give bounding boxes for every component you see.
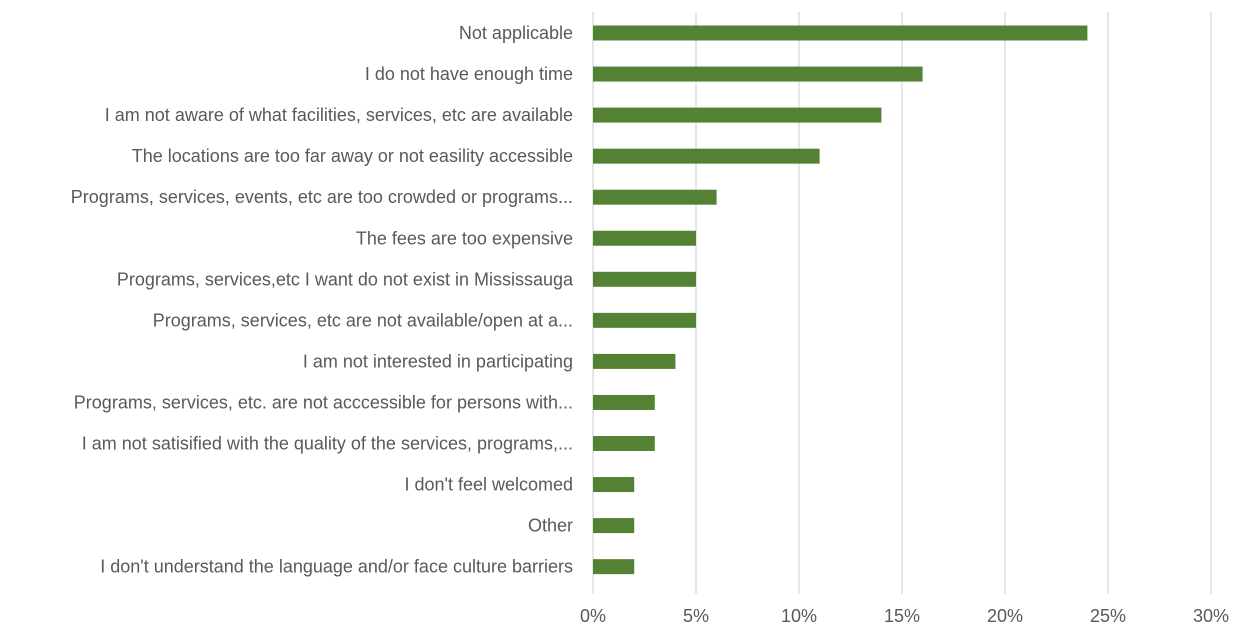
category-label: I am not interested in participating (303, 351, 573, 371)
x-tick-label: 5% (683, 606, 709, 626)
bars (593, 25, 1088, 575)
category-label: I do not have enough time (365, 64, 573, 84)
bar (593, 436, 655, 451)
category-label: Other (528, 516, 573, 536)
category-label: I don't understand the language and/or f… (100, 557, 573, 577)
category-label: Not applicable (459, 23, 573, 43)
category-label: Programs, services,etc I want do not exi… (117, 269, 574, 289)
bar (593, 394, 655, 410)
x-tick-label: 10% (781, 606, 817, 626)
category-label: The locations are too far away or not ea… (132, 146, 573, 166)
category-label: The fees are too expensive (356, 228, 573, 248)
bar (593, 559, 635, 575)
bar (593, 230, 696, 246)
x-axis-ticks: 0% 5% 10% 15% 20% 25% 30% (580, 606, 1229, 626)
category-label: I am not aware of what facilities, servi… (105, 105, 573, 125)
x-tick-label: 15% (884, 606, 920, 626)
bar (593, 312, 696, 328)
bar (593, 25, 1088, 41)
bar (593, 477, 635, 493)
category-label: I don't feel welcomed (404, 475, 573, 495)
gridlines (592, 12, 1212, 594)
x-tick-label: 0% (580, 606, 606, 626)
bar (593, 66, 923, 82)
x-tick-label: 30% (1193, 606, 1229, 626)
x-tick-label: 25% (1090, 606, 1126, 626)
category-labels: Not applicable I do not have enough time I… (71, 23, 574, 577)
x-tick-label: 20% (987, 606, 1023, 626)
bar (593, 189, 717, 205)
bar (593, 518, 635, 534)
bar (593, 353, 676, 369)
category-label: I am not satisified with the quality of … (82, 434, 573, 454)
bar (593, 107, 882, 123)
category-label: Programs, services, events, etc are too … (71, 187, 573, 207)
bar (593, 271, 696, 287)
category-label: Programs, services, etc. are not acccess… (74, 392, 573, 412)
bar (593, 148, 820, 164)
category-label: Programs, services, etc are not availabl… (153, 310, 573, 330)
